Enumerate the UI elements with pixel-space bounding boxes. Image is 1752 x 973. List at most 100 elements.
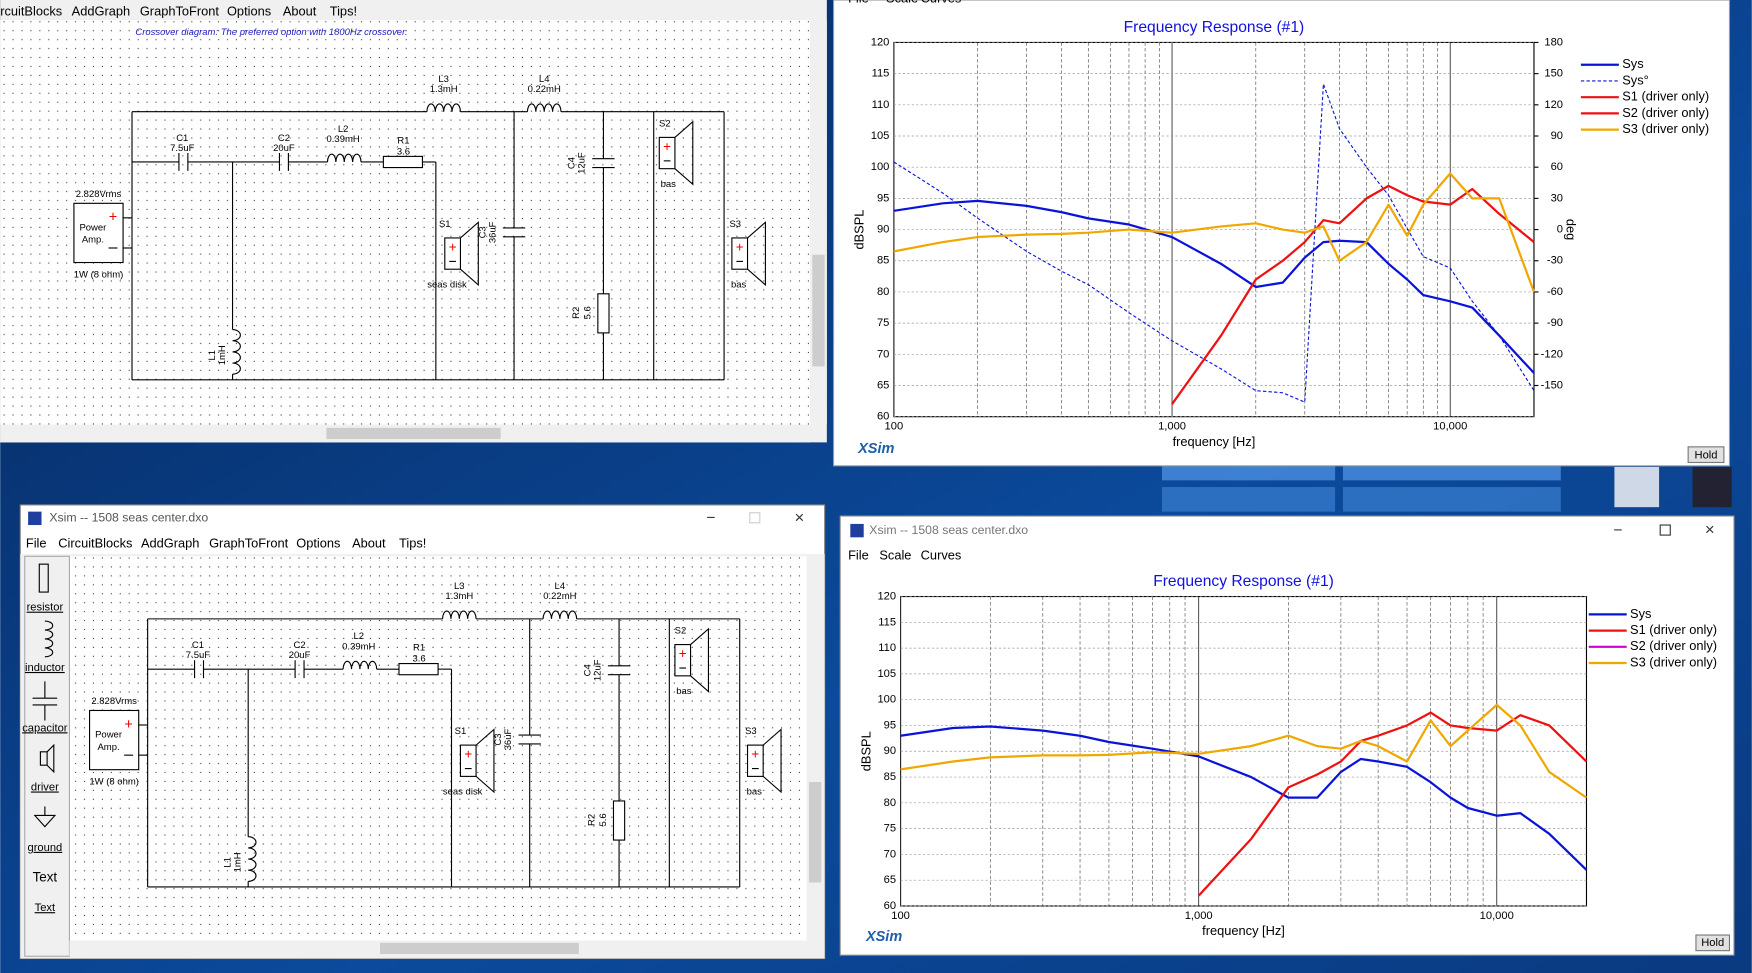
menu-item[interactable]: Curves — [921, 548, 962, 563]
component-label: 20uF — [273, 143, 295, 154]
component-label: 2.828Vrms — [91, 696, 137, 707]
resistor-icon — [38, 563, 49, 593]
capacitor — [502, 227, 526, 238]
tool-label[interactable]: capacitor — [22, 722, 68, 734]
y-tick-label: 95 — [877, 192, 889, 204]
driver — [444, 237, 461, 270]
y2-tick-label: -150 — [1541, 379, 1563, 391]
scroll-thumb[interactable] — [812, 254, 825, 367]
window-title: Xsim -- 1508 seas center.dxo — [869, 523, 1028, 537]
brand: XSim — [857, 441, 894, 457]
inductor — [326, 153, 362, 162]
maximize-button[interactable] — [749, 512, 761, 524]
component-label: 12uF — [592, 659, 603, 681]
y-tick-label: 115 — [872, 68, 890, 80]
menu-item[interactable]: Scale — [879, 548, 911, 563]
y-tick-label: 60 — [877, 411, 889, 423]
plus-sign: + — [449, 240, 457, 255]
component-label: C2 — [294, 640, 306, 651]
plus-sign: + — [124, 717, 132, 733]
component-label: R1 — [397, 135, 409, 146]
plus-sign: + — [679, 646, 687, 661]
component-label: Amp. — [97, 742, 119, 753]
menu-item[interactable]: AddGraph — [141, 535, 199, 550]
plus-sign: + — [751, 747, 759, 762]
scrollbar[interactable] — [806, 556, 824, 941]
y-tick-label: 65 — [884, 874, 896, 886]
component-label: 3.6 — [397, 146, 410, 157]
tool-label[interactable]: inductor — [25, 662, 65, 674]
amplifier — [88, 709, 140, 771]
tool-label[interactable]: ground — [27, 842, 62, 854]
series-line — [900, 703, 1588, 799]
desktop-icon[interactable] — [1692, 466, 1732, 508]
menu-item[interactable]: GraphToFront — [140, 4, 220, 19]
circuit-window: − × — [19, 504, 826, 960]
hold-label: Hold — [1701, 937, 1724, 949]
menu-item[interactable]: Options — [227, 4, 271, 19]
y-tick-label: 60 — [884, 900, 896, 912]
window-title: Xsim -- 1508 seas center.dxo — [49, 511, 208, 525]
circuit-window — [0, 0, 827, 443]
menu-item[interactable]: File — [848, 0, 869, 5]
maximize-button[interactable] — [1659, 524, 1671, 536]
component-label: Amp. — [82, 235, 104, 246]
component-label: L3 — [438, 74, 449, 85]
menu-item[interactable]: Curves — [921, 0, 962, 5]
menu-item[interactable]: About — [283, 4, 317, 19]
menu-item[interactable]: rcuitBlocks — [0, 4, 62, 19]
tool-label[interactable]: resistor — [27, 602, 64, 614]
y2-tick-label: -90 — [1547, 317, 1563, 329]
chart-title: Frequency Response (#1) — [1124, 19, 1305, 36]
driver-cone — [762, 728, 782, 794]
scroll-thumb[interactable] — [380, 942, 579, 955]
component-label: C1 — [176, 133, 188, 144]
y-tick-label: 100 — [877, 694, 896, 706]
desktop-icon[interactable] — [1614, 466, 1660, 508]
menu-item[interactable]: AddGraph — [72, 4, 130, 19]
y-tick-label: 85 — [884, 771, 896, 783]
tool-label[interactable]: driver — [31, 782, 59, 794]
y-tick-label: 120 — [871, 36, 890, 48]
menu-item[interactable]: Options — [296, 535, 340, 550]
driver-cone — [460, 221, 479, 287]
x-tick-label: 100 — [891, 910, 910, 922]
component-label: C3 — [477, 226, 488, 238]
hold-button[interactable] — [1687, 446, 1725, 464]
menu-item[interactable]: Scale — [886, 0, 918, 5]
component-label: Power — [79, 222, 106, 233]
menu-item[interactable]: File — [26, 535, 47, 550]
minimize-button[interactable]: − — [1613, 522, 1622, 539]
hold-button[interactable] — [1695, 934, 1731, 952]
component-label: C1 — [192, 640, 204, 651]
menu-item[interactable]: Tips! — [399, 535, 426, 550]
menu-item[interactable]: CircuitBlocks — [58, 535, 132, 550]
component-label: 36uF — [487, 221, 498, 243]
x-tick-label: 1,000 — [1185, 910, 1213, 922]
menu-item[interactable]: GraphToFront — [209, 535, 289, 550]
scroll-thumb[interactable] — [808, 781, 822, 883]
capacitor-icon — [32, 681, 58, 721]
component-label: L1 — [207, 350, 218, 361]
menu-item[interactable]: File — [848, 548, 869, 563]
scroll-thumb[interactable] — [326, 427, 501, 440]
legend-label: Sys — [1622, 56, 1643, 71]
close-button[interactable]: × — [794, 508, 804, 527]
y2-tick-label: -30 — [1547, 255, 1563, 267]
menu-item[interactable]: Tips! — [330, 4, 357, 19]
y-tick-label: 110 — [872, 99, 890, 111]
tool-label[interactable]: Text — [33, 870, 58, 885]
capacitor — [518, 734, 541, 745]
driver — [731, 237, 749, 270]
y-tick-label: 110 — [878, 642, 896, 654]
tool-label[interactable]: Text — [35, 902, 56, 914]
minimize-button[interactable]: − — [706, 509, 715, 526]
y-tick-label: 95 — [884, 719, 896, 731]
menu-item[interactable]: About — [352, 535, 386, 550]
close-button[interactable]: × — [1705, 520, 1715, 539]
component-label: 5.6 — [598, 813, 609, 826]
component-label: bas — [747, 787, 763, 798]
resistor — [597, 293, 610, 334]
y-tick-label: 100 — [871, 161, 890, 173]
component-label: S2 — [675, 626, 687, 637]
